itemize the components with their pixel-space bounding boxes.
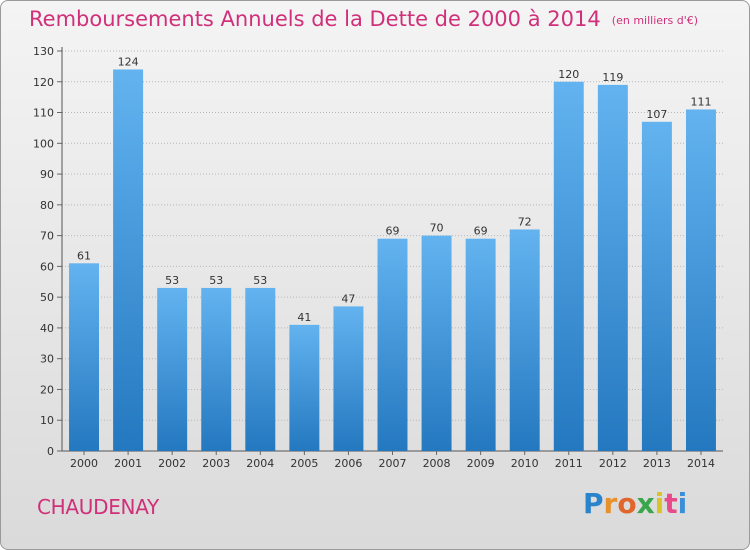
x-tick-label: 2007 (379, 457, 407, 470)
bar-2005 (289, 324, 320, 451)
y-tick-label: 130 (33, 45, 54, 58)
bar-2003 (201, 287, 232, 451)
data-label: 53 (253, 274, 267, 287)
unit-note: (en milliers d'€) (611, 14, 699, 27)
data-label: 107 (646, 108, 667, 121)
bar-2004 (245, 287, 276, 451)
data-labels: 61 124 53 53 53 41 47 69 70 69 72 120 119 107 111 (77, 55, 711, 323)
proxiti-logo: Proxiti (583, 487, 688, 520)
bar-2007 (377, 238, 408, 451)
x-tick-label: 2013 (643, 457, 671, 470)
y-tick-label: 10 (40, 414, 54, 427)
data-label: 47 (341, 292, 355, 305)
bar-2008 (421, 235, 452, 451)
data-label: 124 (118, 55, 139, 68)
data-label: 61 (77, 249, 91, 262)
y-tick-label: 30 (40, 353, 54, 366)
data-label: 69 (474, 225, 488, 238)
x-tick-label: 2010 (511, 457, 539, 470)
data-label: 69 (386, 225, 400, 238)
data-label: 53 (209, 274, 223, 287)
commune-name: CHAUDENAY (37, 495, 159, 519)
y-tick-label: 60 (40, 260, 54, 273)
y-tick-label: 50 (40, 291, 54, 304)
bar-2013 (641, 121, 672, 452)
y-tick-label: 70 (40, 230, 54, 243)
bar-2014 (685, 109, 716, 451)
data-label: 41 (297, 311, 311, 324)
bar-2010 (509, 229, 540, 451)
bar-2009 (465, 238, 496, 451)
bar-2011 (553, 81, 584, 452)
x-tick-label: 2002 (158, 457, 186, 470)
x-tick-label: 2014 (687, 457, 715, 470)
bar-2001 (113, 69, 144, 451)
bar-2006 (333, 306, 364, 451)
x-tick-label: 2011 (555, 457, 583, 470)
x-tick-label: 2008 (423, 457, 451, 470)
y-tick-label: 100 (33, 137, 54, 150)
chart-header: Remboursements Annuels de la Dette de 20… (29, 7, 698, 31)
data-label: 111 (690, 95, 711, 108)
bar-2000 (69, 263, 100, 451)
data-label: 119 (602, 71, 623, 84)
y-tick-label: 90 (40, 168, 54, 181)
x-tick-label: 2006 (334, 457, 362, 470)
x-tick-label: 2009 (467, 457, 495, 470)
y-tick-label: 120 (33, 76, 54, 89)
y-tick-label: 0 (47, 445, 54, 458)
data-label: 70 (430, 222, 444, 235)
x-tick-label: 2012 (599, 457, 627, 470)
data-label: 53 (165, 274, 179, 287)
y-tick-label: 110 (33, 107, 54, 120)
x-tick-label: 2003 (202, 457, 230, 470)
bar-2002 (157, 287, 188, 451)
x-tick-label: 2001 (114, 457, 142, 470)
bar-2012 (597, 84, 628, 451)
data-label: 72 (518, 215, 532, 228)
x-tick-label: 2004 (246, 457, 274, 470)
y-tick-label: 20 (40, 383, 54, 396)
y-tick-label: 80 (40, 199, 54, 212)
y-tick-label: 40 (40, 322, 54, 335)
x-tick-label: 2005 (290, 457, 318, 470)
x-tick-label: 2000 (70, 457, 98, 470)
data-label: 120 (558, 68, 579, 81)
bars (69, 69, 716, 452)
chart-title: Remboursements Annuels de la Dette de 20… (29, 7, 601, 31)
